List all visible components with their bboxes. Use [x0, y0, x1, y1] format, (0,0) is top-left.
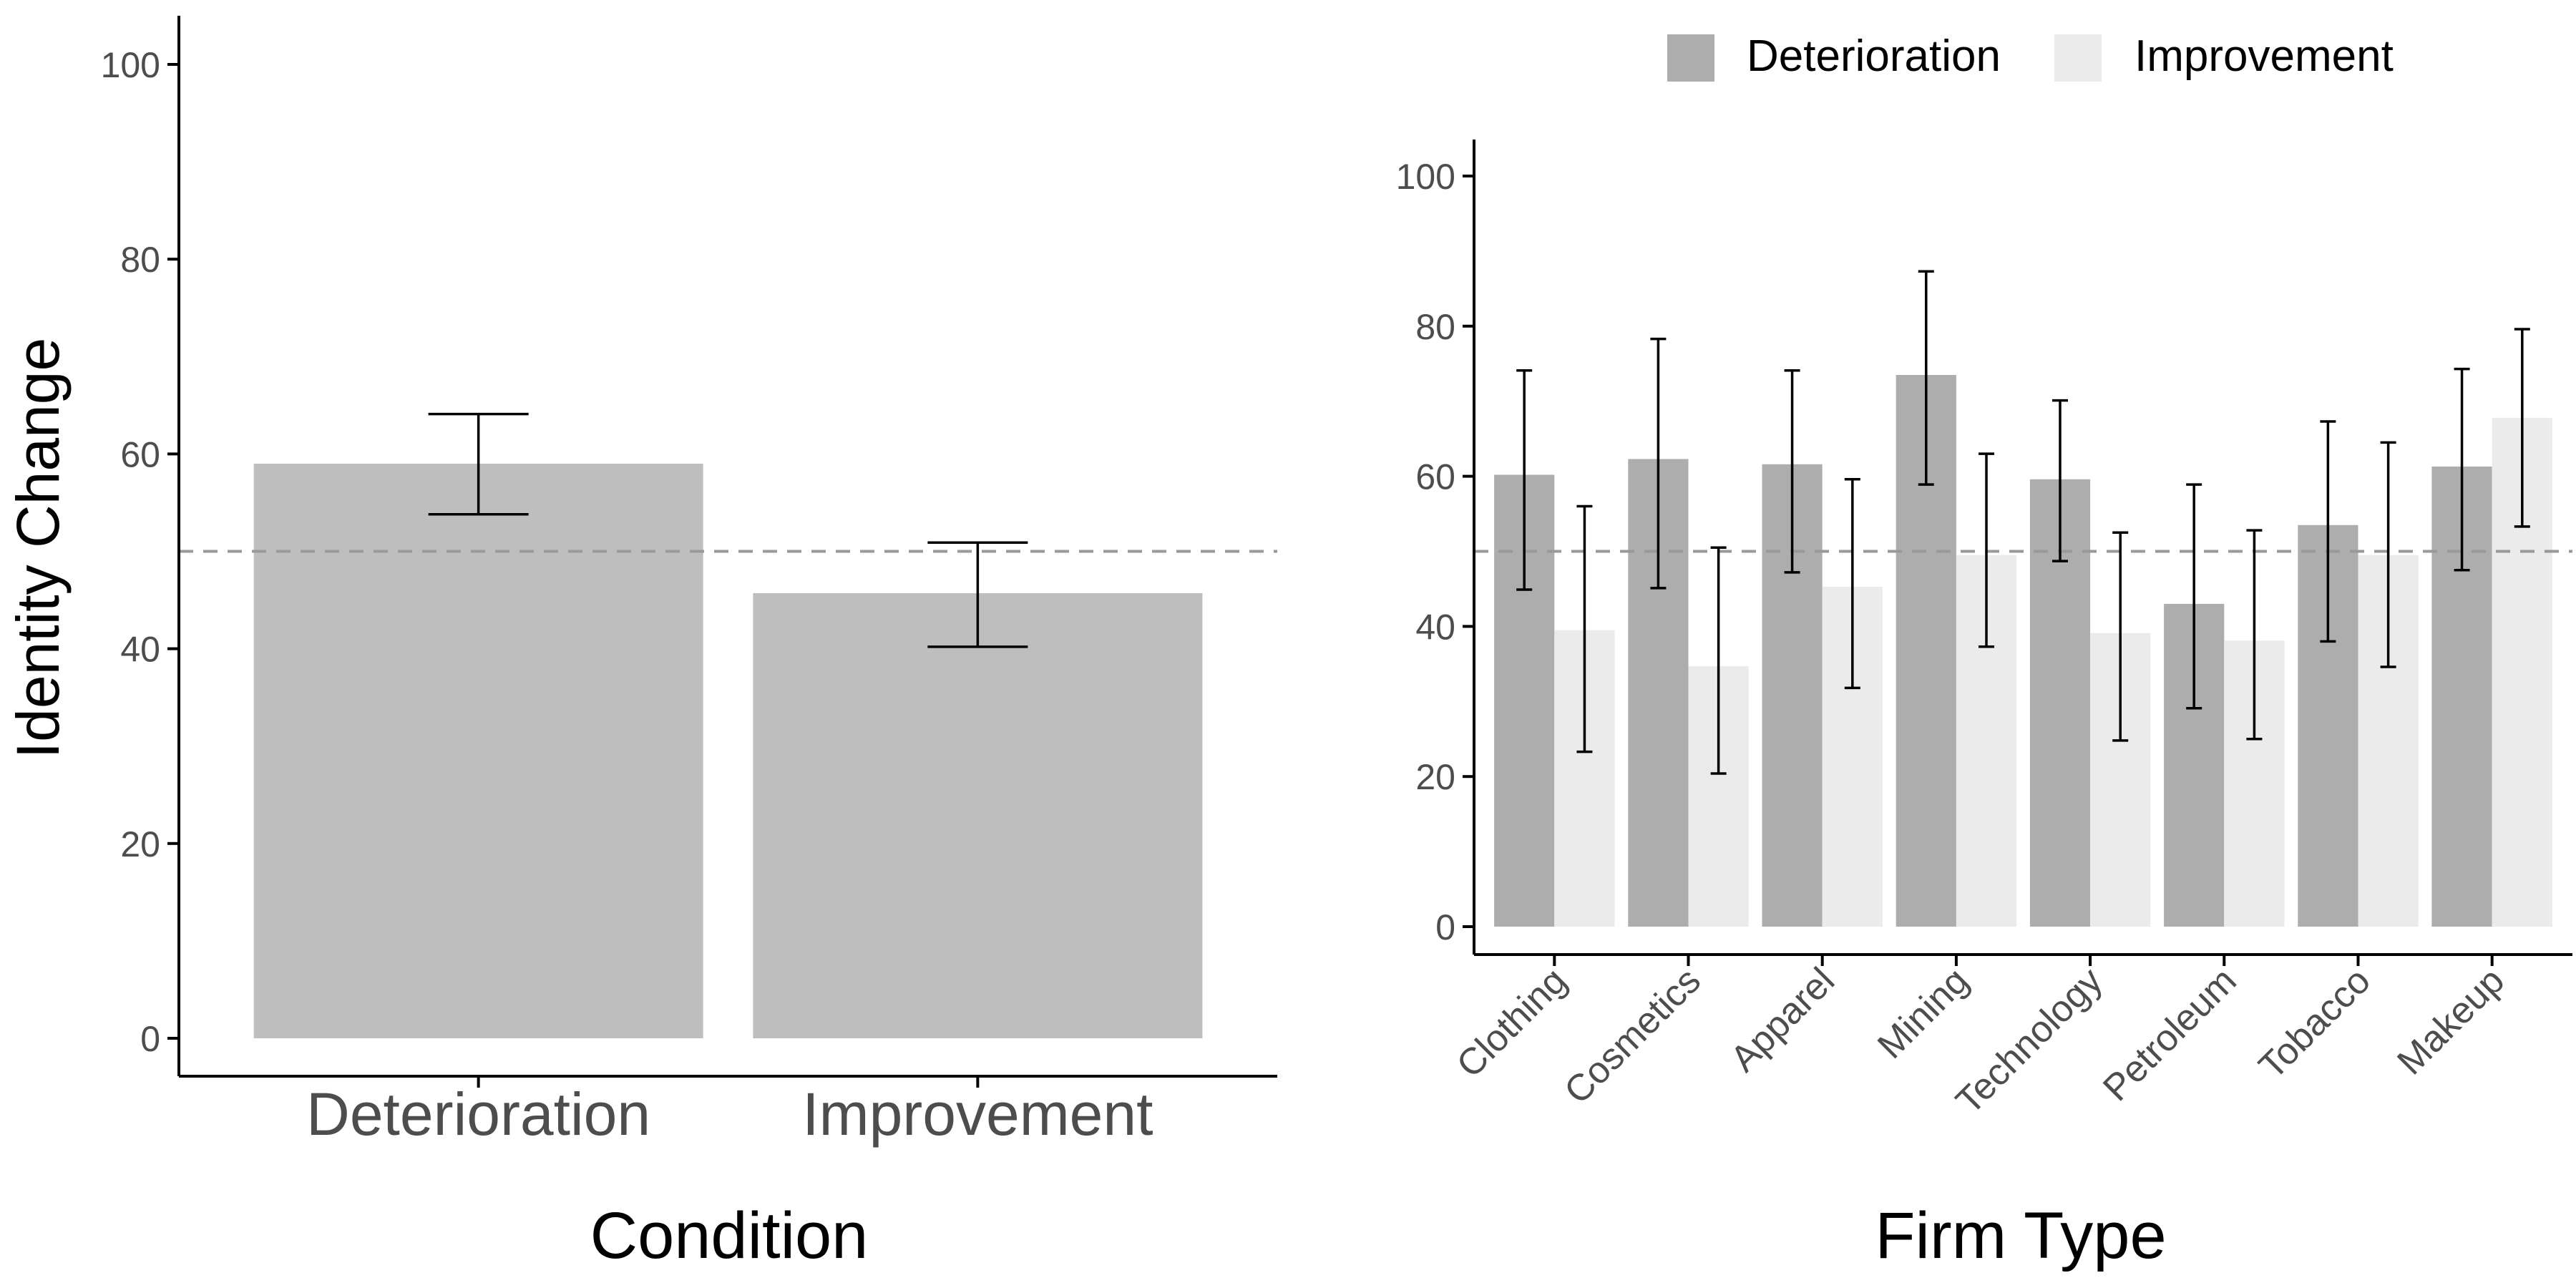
right-y-tick-label: 60: [1415, 457, 1455, 497]
right-panel: Deterioration Improvement Firm Type 0 20 4…: [1396, 31, 2572, 1272]
left-bar-deterioration: [253, 464, 703, 1038]
left-y-tick-label: 60: [120, 434, 160, 474]
right-x-tick-label: Technology: [1948, 960, 2111, 1122]
legend: Deterioration Improvement: [1667, 31, 2394, 82]
left-bar-improvement: [753, 593, 1203, 1038]
left-panel: Identity Change Condition 0 20 40 60 80 100 De…: [4, 16, 1277, 1272]
right-x-tick-label: Mining: [1870, 960, 1976, 1066]
right-x-tick-label: Petroleum: [2095, 960, 2245, 1109]
legend-key-improvement: [2054, 34, 2102, 82]
left-y-tick-label: 80: [120, 240, 160, 280]
left-x-tick-label: Deterioration: [306, 1080, 650, 1148]
legend-key-deterioration: [1667, 34, 1714, 82]
right-y-tick-label: 80: [1415, 307, 1455, 347]
right-x-axis-title: Firm Type: [1875, 1199, 2166, 1272]
right-y-tick-label: 0: [1435, 907, 1455, 947]
left-y-tick-label: 20: [120, 824, 160, 864]
left-x-axis-title: Condition: [590, 1199, 869, 1272]
right-x-tick-label: Cosmetics: [1556, 960, 1709, 1112]
right-y-tick-label: 20: [1415, 757, 1455, 797]
right-y-tick-label: 40: [1415, 607, 1455, 647]
legend-label-improvement: Improvement: [2135, 31, 2394, 81]
right-y-tick-label: 100: [1396, 157, 1455, 197]
left-x-tick-label: Improvement: [802, 1080, 1153, 1148]
right-x-tick-label: Tobacco: [2251, 960, 2379, 1087]
left-y-tick-label: 40: [120, 630, 160, 670]
left-y-axis-title: Identity Change: [4, 338, 72, 758]
legend-label-deterioration: Deterioration: [1747, 31, 2001, 81]
right-x-tick-label: Clothing: [1449, 960, 1575, 1085]
right-x-tick-label: Makeup: [2389, 960, 2512, 1083]
left-y-tick-label: 100: [101, 45, 160, 85]
left-y-tick-label: 0: [140, 1019, 160, 1059]
right-x-tick-label: Apparel: [1722, 960, 1843, 1080]
